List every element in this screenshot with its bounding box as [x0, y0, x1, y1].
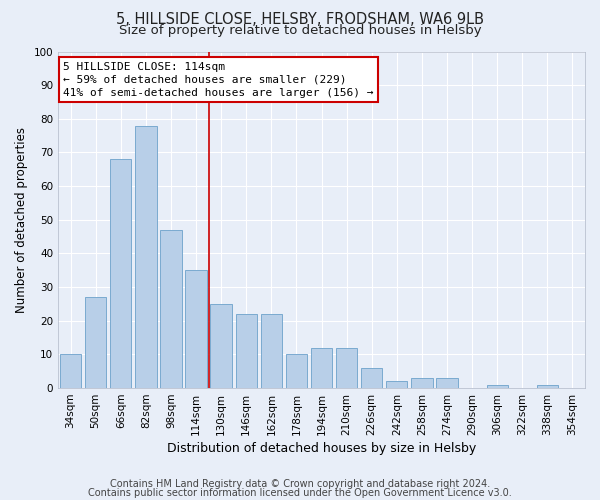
Bar: [260, 314, 282, 388]
X-axis label: Distribution of detached houses by size in Helsby: Distribution of detached houses by size …: [167, 442, 476, 455]
Bar: [411, 378, 433, 388]
Y-axis label: Number of detached properties: Number of detached properties: [15, 127, 28, 313]
Text: 5, HILLSIDE CLOSE, HELSBY, FRODSHAM, WA6 9LB: 5, HILLSIDE CLOSE, HELSBY, FRODSHAM, WA6…: [116, 12, 484, 28]
Text: Size of property relative to detached houses in Helsby: Size of property relative to detached ho…: [119, 24, 481, 37]
Bar: [487, 384, 508, 388]
Bar: [286, 354, 307, 388]
Text: Contains public sector information licensed under the Open Government Licence v3: Contains public sector information licen…: [88, 488, 512, 498]
Bar: [386, 382, 407, 388]
Bar: [311, 348, 332, 388]
Bar: [236, 314, 257, 388]
Bar: [436, 378, 458, 388]
Bar: [135, 126, 157, 388]
Bar: [336, 348, 357, 388]
Bar: [536, 384, 558, 388]
Bar: [211, 304, 232, 388]
Text: 5 HILLSIDE CLOSE: 114sqm
← 59% of detached houses are smaller (229)
41% of semi-: 5 HILLSIDE CLOSE: 114sqm ← 59% of detach…: [64, 62, 374, 98]
Bar: [60, 354, 81, 388]
Bar: [85, 297, 106, 388]
Text: Contains HM Land Registry data © Crown copyright and database right 2024.: Contains HM Land Registry data © Crown c…: [110, 479, 490, 489]
Bar: [361, 368, 382, 388]
Bar: [160, 230, 182, 388]
Bar: [110, 159, 131, 388]
Bar: [185, 270, 207, 388]
